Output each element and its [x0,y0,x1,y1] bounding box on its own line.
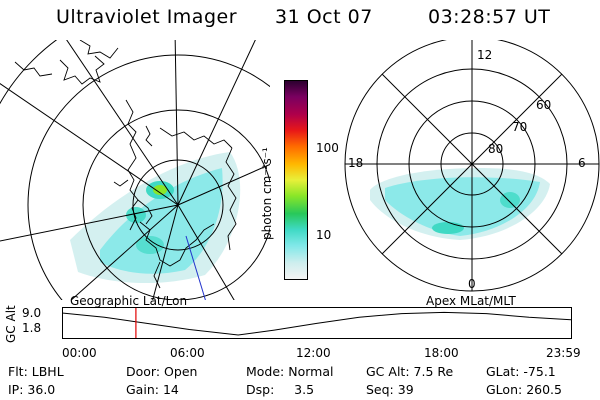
mlat-label-60: 60 [536,98,551,112]
mlat-label-80: 80 [488,142,503,156]
x-tick-1800: 18:00 [424,346,459,360]
info-gain: Gain: 14 [126,382,179,397]
mlt-label-12: 12 [477,48,492,62]
mlat-label-70: 70 [512,120,527,134]
colorbar [284,80,308,280]
colorbar-unit-label: photon cm⁻²s⁻¹ [260,147,274,240]
instrument-title: Ultraviolet Imager [56,6,238,28]
info-glon: GLon: 260.5 [486,382,562,397]
altitude-axis-label: GC Alt [4,305,18,343]
info-mode: Mode: Normal [246,364,334,379]
x-tick-2359: 23:59 [546,346,581,360]
x-tick-1200: 12:00 [296,346,331,360]
mlat-mlt-polar-plot: 12 18 6 0 60 70 80 [344,40,600,292]
altitude-tick-high: 9.0 [22,306,42,320]
x-tick-0000: 00:00 [62,346,97,360]
info-door: Door: Open [126,364,198,379]
colorbar-tick-100: 100 [316,141,339,155]
info-gc-alt: GC Alt: 7.5 Re [366,364,454,379]
coastlines [14,40,237,289]
apex-panel-label: Apex MLat/MLT [426,294,516,308]
altitude-tick-low: 1.8 [22,321,42,335]
info-dsp: Dsp: 3.5 [246,382,315,397]
altitude-plot-frame [62,307,572,339]
x-tick-0600: 06:00 [170,346,205,360]
info-ip: IP: 36.0 [8,382,56,397]
colorbar-tick-10: 10 [316,228,332,242]
altitude-curve [62,311,572,336]
info-glat: GLat: -75.1 [486,364,556,379]
terminator-line [185,235,206,300]
date-label: 31 Oct 07 [275,6,373,28]
altitude-plot [62,307,572,339]
mlt-label-18: 18 [348,156,363,170]
info-flt: Flt: LBHL [8,364,64,379]
info-seq: Seq: 39 [366,382,414,397]
time-label: 03:28:57 UT [428,6,551,28]
geographic-map [0,40,270,300]
mlt-label-0: 0 [468,277,476,291]
geographic-panel-label: Geographic Lat/Lon [70,294,188,308]
mlt-label-6: 6 [578,156,586,170]
aurora-emission-mag [370,168,550,240]
